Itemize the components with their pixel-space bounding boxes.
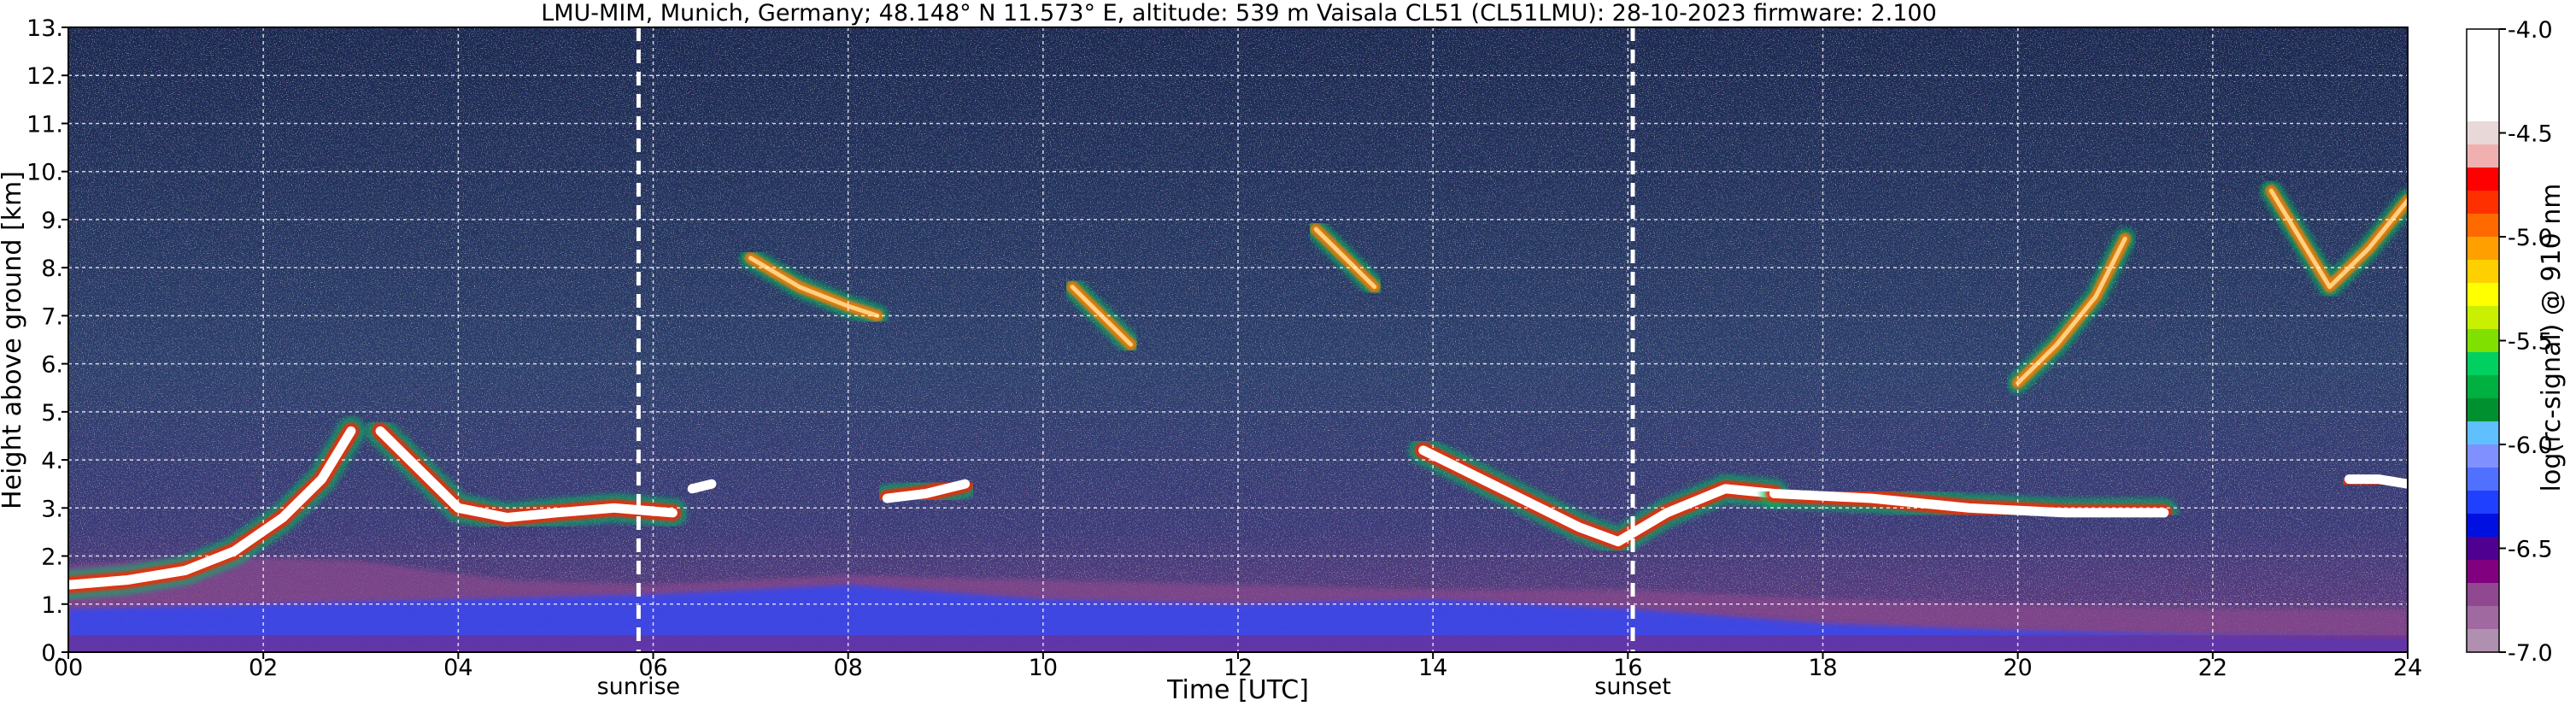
event-label-sunset: sunset — [1594, 674, 1671, 700]
colorbar-label: log(rc-signal) @ 910 nm — [2537, 184, 2567, 492]
x-tick-label: 12 — [1223, 655, 1253, 681]
colorbar-segment — [2467, 398, 2499, 422]
y-tick-label: 11. — [26, 111, 63, 138]
y-tick-label: 8. — [41, 256, 63, 282]
y-tick-label: 2. — [41, 544, 63, 571]
colorbar-segment — [2467, 52, 2499, 76]
colorbar-segment — [2467, 352, 2499, 376]
colorbar-segment — [2467, 98, 2499, 122]
colorbar-segment — [2467, 283, 2499, 307]
x-tick-label: 24 — [2393, 655, 2422, 681]
colorbar-segment — [2467, 237, 2499, 261]
colorbar-tick-label: -4.5 — [2508, 121, 2553, 148]
colorbar-segment — [2467, 375, 2499, 399]
x-tick-label: 02 — [249, 655, 278, 681]
colorbar-segment — [2467, 214, 2499, 238]
colorbar-segment — [2467, 29, 2499, 53]
y-tick-label: 0. — [41, 640, 63, 667]
colorbar-segment — [2467, 421, 2499, 445]
colorbar-segment — [2467, 491, 2499, 515]
plot-area: sunrise sunset — [67, 26, 2409, 700]
colorbar-tick-label: -7.0 — [2508, 640, 2553, 667]
x-tick-label: 20 — [2003, 655, 2032, 681]
colorbar-tick-label: -5.0 — [2508, 225, 2553, 251]
y-tick-label: 7. — [41, 303, 63, 330]
colorbar-segment — [2467, 606, 2499, 630]
y-tick-label: 13. — [26, 15, 63, 42]
x-axis-label: Time [UTC] — [1166, 675, 1309, 705]
cloud-low-cloud-3 — [678, 469, 726, 503]
colorbar-segment — [2467, 306, 2499, 330]
colorbar-segment — [2467, 468, 2499, 491]
colorbar-segment — [2467, 144, 2499, 168]
colorbar-segment — [2467, 583, 2499, 607]
y-tick-label: 10. — [26, 160, 63, 186]
colorbar-segment — [2467, 75, 2499, 99]
cloud-low-cloud-1 — [68, 416, 366, 600]
colorbar-segment — [2467, 121, 2499, 145]
x-tick-label: 14 — [1418, 655, 1447, 681]
colorbar-tick-label: -4.0 — [2508, 17, 2553, 44]
colorbar-tick-label: -6.0 — [2508, 432, 2553, 459]
colorbar-segment — [2467, 514, 2499, 538]
colorbar-segment — [2467, 560, 2499, 584]
colorbar-segment — [2467, 444, 2499, 468]
x-tick-label: 04 — [443, 655, 472, 681]
colorbar-tick-label: -6.5 — [2508, 537, 2553, 563]
colorbar-segment — [2467, 329, 2499, 353]
y-tick-label: 1. — [41, 592, 63, 619]
y-tick-label: 4. — [41, 448, 63, 474]
cloud-low-cloud-2 — [366, 416, 688, 532]
y-tick-label: 12. — [26, 63, 63, 90]
y-tick-label: 6. — [41, 352, 63, 379]
x-tick-label: 18 — [1808, 655, 1837, 681]
colorbar: -4.0 -4.5 -5.0 -5.5 -6.0 -6.5 -7.0 — [2466, 17, 2553, 667]
x-tick-label: 10 — [1029, 655, 1058, 681]
colorbar-tick-label: -5.5 — [2508, 329, 2553, 356]
colorbar-segment — [2467, 191, 2499, 215]
x-tick-label: 00 — [54, 655, 83, 681]
y-tick-label: 5. — [41, 400, 63, 427]
event-label-sunrise: sunrise — [597, 674, 681, 700]
cloud-low-cloud-4 — [872, 469, 980, 514]
y-tick-label: 9. — [41, 208, 63, 234]
y-axis-label: Height above ground [km] — [0, 171, 27, 509]
x-tick-label: 16 — [1613, 655, 1642, 681]
chart-title: LMU-MIM, Munich, Germany; 48.148° N 11.5… — [541, 0, 1937, 26]
x-tick-label: 08 — [833, 655, 862, 681]
cloud-cirrus-3 — [1305, 218, 1386, 298]
y-tick-label: 3. — [41, 496, 63, 522]
cloud-low-cloud-5 — [1408, 435, 1789, 556]
x-tick-label: 22 — [2198, 655, 2227, 681]
colorbar-segment — [2467, 168, 2499, 191]
cloud-low-cloud-7 — [2334, 464, 2408, 499]
colorbar-segment — [2467, 537, 2499, 561]
x-tick-label: 06 — [638, 655, 667, 681]
colorbar-segment — [2467, 629, 2499, 653]
cloud-cirrus-1 — [739, 246, 889, 327]
cloud-cirrus-5 — [2260, 179, 2408, 298]
colorbar-segment — [2467, 260, 2499, 284]
